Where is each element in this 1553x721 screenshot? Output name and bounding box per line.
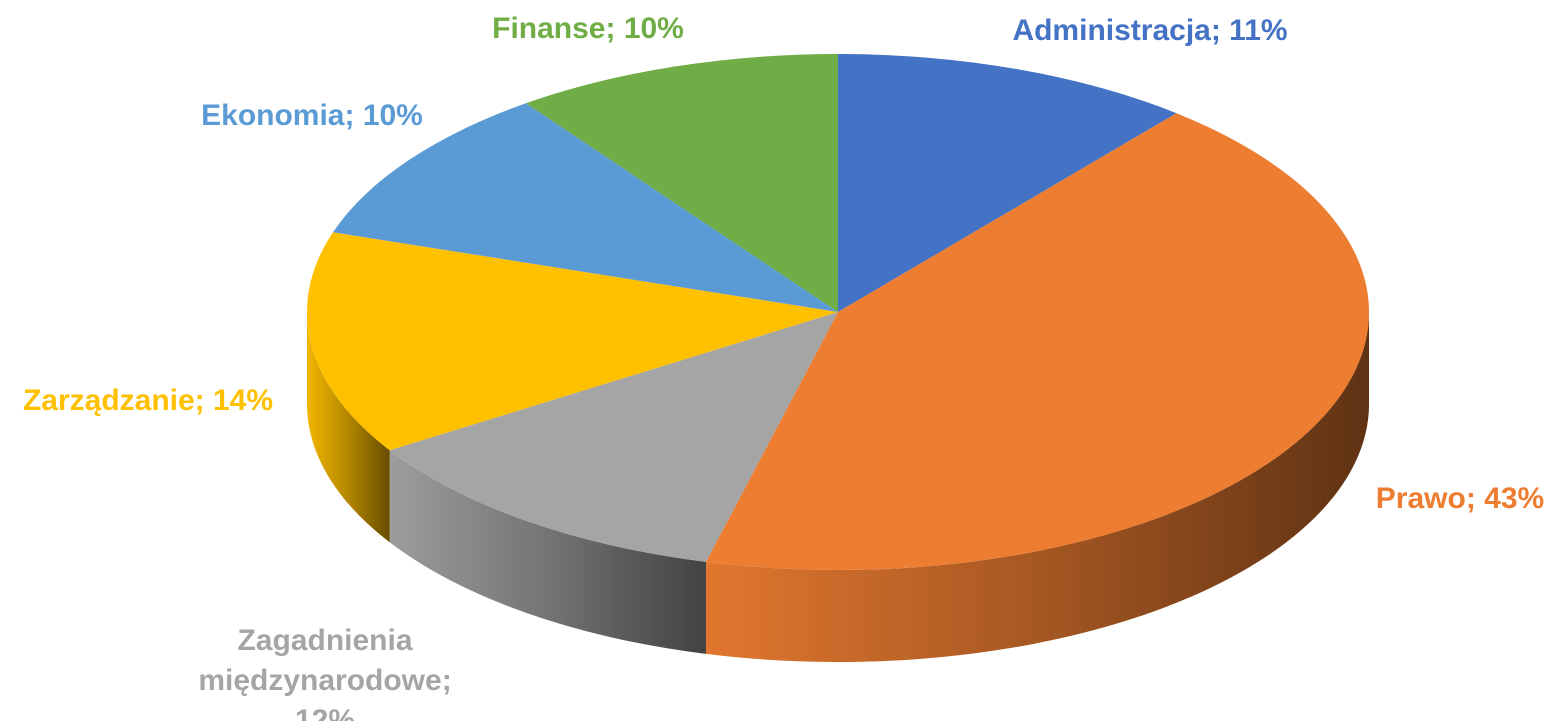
label-line: międzynarodowe; — [198, 664, 451, 697]
data-label: Finanse; 10% — [492, 12, 684, 45]
slice: Zagadnienia międzynarodowe — [389, 312, 838, 562]
label-line: 12% — [295, 704, 355, 721]
slice-side-shade — [705, 312, 1369, 662]
data-label: Administracja; 11% — [1012, 14, 1287, 47]
data-label: Zarządzanie; 14% — [23, 384, 273, 417]
slice-side-shade — [389, 450, 706, 654]
slice: Administracja — [838, 54, 1177, 312]
data-label: Zagadnienia międzynarodowe; 12% — [198, 624, 451, 721]
slice: Finanse — [525, 54, 838, 312]
data-label: Ekonomia; 10% — [201, 99, 423, 132]
data-label: Prawo; 43% — [1376, 482, 1544, 515]
label-line: Zagadnienia — [237, 624, 412, 657]
slice: Zarządzanie — [306, 232, 838, 451]
slice: Ekonomia — [332, 103, 838, 312]
slice: Prawo — [705, 113, 1369, 570]
slice-side-shade — [307, 312, 390, 543]
